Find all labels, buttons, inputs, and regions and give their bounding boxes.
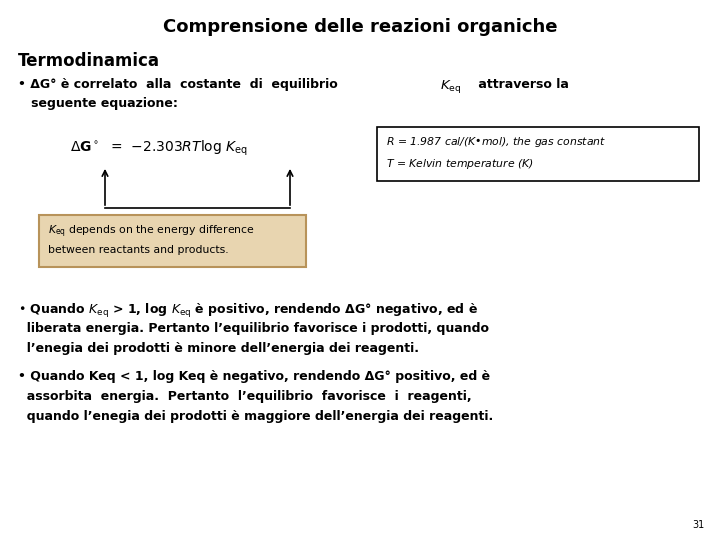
Text: • Quando $\mathit{K}_{\mathrm{eq}}$ > 1, log $\mathit{K}_{\mathrm{eq}}$ è positi: • Quando $\mathit{K}_{\mathrm{eq}}$ > 1,… [18, 302, 478, 320]
Text: seguente equazione:: seguente equazione: [18, 97, 178, 110]
Text: assorbita  energia.  Pertanto  l’equilibrio  favorisce  i  reagenti,: assorbita energia. Pertanto l’equilibrio… [18, 390, 472, 403]
Text: $\mathit{R}$ = 1.987 cal/(K•mol), the gas constant: $\mathit{R}$ = 1.987 cal/(K•mol), the ga… [386, 135, 606, 149]
Text: 31: 31 [693, 520, 705, 530]
Text: $\mathit{T}$ = Kelvin temperature (K): $\mathit{T}$ = Kelvin temperature (K) [386, 157, 534, 171]
Text: Termodinamica: Termodinamica [18, 52, 160, 70]
Text: quando l’enegia dei prodotti è maggiore dell’energia dei reagenti.: quando l’enegia dei prodotti è maggiore … [18, 410, 493, 423]
Text: • ΔG° è correlato  alla  costante  di  equilibrio: • ΔG° è correlato alla costante di equil… [18, 78, 346, 91]
Text: Comprensione delle reazioni organiche: Comprensione delle reazioni organiche [163, 18, 557, 36]
FancyBboxPatch shape [39, 215, 306, 267]
Text: l’enegia dei prodotti è minore dell’energia dei reagenti.: l’enegia dei prodotti è minore dell’ener… [18, 342, 419, 355]
Text: • Quando Keq < 1, log Keq è negativo, rendendo ΔG° positivo, ed è: • Quando Keq < 1, log Keq è negativo, re… [18, 370, 490, 383]
FancyBboxPatch shape [377, 127, 699, 181]
Text: $\mathit{K}_{\mathrm{eq}}$: $\mathit{K}_{\mathrm{eq}}$ [440, 78, 462, 95]
Text: liberata energia. Pertanto l’equilibrio favorisce i prodotti, quando: liberata energia. Pertanto l’equilibrio … [18, 322, 489, 335]
Text: between reactants and products.: between reactants and products. [48, 245, 229, 255]
Text: $\mathit{K}_{\mathrm{eq}}$ depends on the energy difference: $\mathit{K}_{\mathrm{eq}}$ depends on th… [48, 224, 255, 240]
Text: attraverso la: attraverso la [474, 78, 569, 91]
Text: $\Delta\mathbf{G}^\circ$  =  $-2.303\mathit{RT}$log $\mathit{K}_{\mathrm{eq}}$: $\Delta\mathbf{G}^\circ$ = $-2.303\mathi… [70, 138, 248, 158]
